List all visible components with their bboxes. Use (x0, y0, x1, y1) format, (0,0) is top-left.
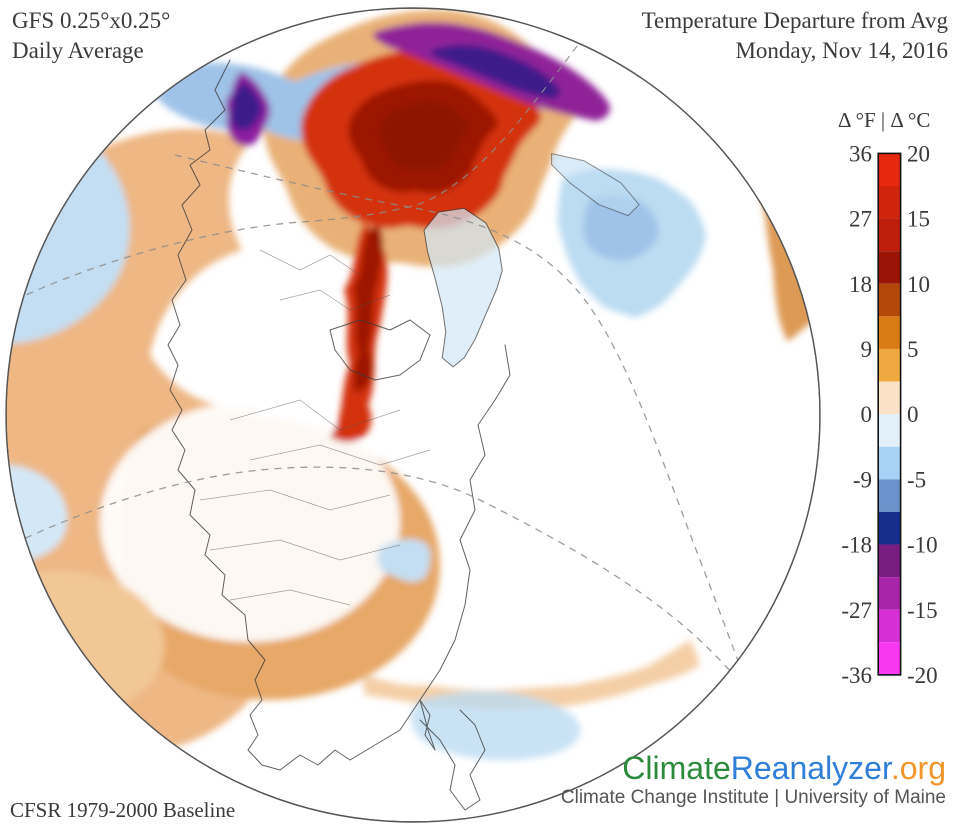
svg-text:18: 18 (849, 272, 872, 297)
svg-text:0: 0 (907, 402, 919, 427)
svg-text:Δ °F | Δ °C: Δ °F | Δ °C (838, 108, 930, 132)
svg-text:-27: -27 (841, 598, 872, 623)
svg-text:-15: -15 (907, 598, 938, 623)
svg-text:-18: -18 (841, 533, 872, 558)
svg-text:-9: -9 (853, 467, 872, 492)
svg-text:-36: -36 (841, 663, 872, 688)
svg-text:-10: -10 (907, 533, 938, 558)
svg-text:15: 15 (907, 207, 930, 232)
svg-text:-5: -5 (907, 467, 926, 492)
svg-text:10: 10 (907, 272, 930, 297)
svg-text:9: 9 (861, 337, 873, 362)
svg-text:0: 0 (861, 402, 873, 427)
svg-text:36: 36 (849, 142, 872, 167)
svg-text:20: 20 (907, 142, 930, 167)
svg-text:27: 27 (849, 207, 872, 232)
svg-text:-20: -20 (907, 663, 938, 688)
svg-text:5: 5 (907, 337, 919, 362)
